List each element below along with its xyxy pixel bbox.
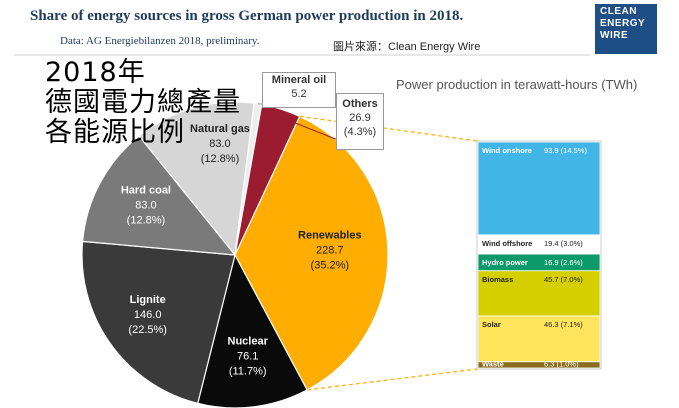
- breakdown-value-wind-offshore: 19.4 (3.0%): [544, 239, 583, 248]
- overlay-line: 德國電力總產量: [45, 87, 241, 118]
- slice-value: 26.9: [349, 112, 371, 124]
- logo-line: ENERGY: [600, 18, 646, 29]
- image-source: 圖片來源：Clean Energy Wire: [333, 41, 481, 53]
- breakdown-label-hydro-power: Hydro power: [482, 258, 528, 267]
- unit-label: Power production in terawatt-hours (TWh): [396, 77, 638, 92]
- slice-value-lignite: 146.0: [134, 309, 162, 321]
- breakdown-label-solar: Solar: [482, 320, 501, 329]
- clean-energy-wire-logo: CLEAN ENERGY WIRE: [595, 4, 657, 54]
- breakdown-label-waste: Waste: [482, 360, 504, 369]
- chart-subtitle: Data: AG Energiebilanzen 2018, prelimina…: [60, 35, 260, 47]
- overlay-caption: 2018年 德國電力總產量 各能源比例: [45, 58, 241, 148]
- slice-percent: (4.3%): [343, 126, 377, 138]
- slice-label: Others: [342, 98, 378, 110]
- slice-value: 5.2: [291, 88, 307, 100]
- overlay-line: 2018年: [45, 57, 146, 88]
- slice-percent-natural-gas: (12.8%): [201, 153, 240, 165]
- mineral-oil-callout: Mineral oil 5.2: [262, 72, 336, 108]
- breakdown-connector-bottom: [307, 368, 478, 391]
- pie-slice-hard-coal: [81, 135, 237, 256]
- pie-slice-natural-gas: [138, 101, 255, 257]
- breakdown-label-biomass: Biomass: [482, 275, 513, 284]
- slice-value-nuclear: 76.1: [237, 350, 258, 362]
- slice-percent-hard-coal: (12.8%): [127, 214, 166, 226]
- pie-slice-nuclear: [197, 253, 308, 408]
- slice-label-hard-coal: Hard coal: [121, 184, 171, 196]
- others-callout: Others 26.9 (4.3%): [336, 93, 384, 150]
- breakdown-frame: [476, 140, 602, 370]
- logo-line: CLEAN: [600, 6, 637, 17]
- breakdown-value-solar: 46.3 (7.1%): [544, 320, 583, 329]
- breakdown-value-hydro-power: 16.9 (2.6%): [544, 258, 583, 267]
- breakdown-segment-wind-onshore: [477, 141, 601, 236]
- slice-label-natural-gas: Natural gas: [190, 123, 250, 135]
- slice-label-lignite: Lignite: [130, 294, 166, 306]
- slice-label-nuclear: Nuclear: [228, 335, 269, 347]
- breakdown-segment-solar: [477, 315, 601, 363]
- breakdown-value-wind-onshore: 93.9 (14.5%): [544, 146, 587, 155]
- slice-label: Mineral oil: [271, 74, 327, 86]
- slice-value-hard-coal: 83.0: [135, 199, 156, 211]
- breakdown-connector-top: [299, 115, 478, 142]
- slice-value-natural-gas: 83.0: [209, 138, 230, 150]
- chart-title: Share of energy sources in gross German …: [30, 8, 464, 24]
- overlay-line: 各能源比例: [45, 117, 185, 148]
- slice-percent-nuclear: (11.7%): [229, 365, 267, 377]
- slice-value-renewables: 228.7: [316, 244, 344, 256]
- logo-line: WIRE: [600, 30, 629, 41]
- breakdown-label-wind-offshore: Wind offshore: [482, 239, 532, 248]
- breakdown-value-waste: 6.3 (1.0%): [544, 360, 579, 369]
- slice-percent-renewables: (35.2%): [311, 259, 350, 271]
- breakdown-value-biomass: 45.7 (7.0%): [544, 275, 583, 284]
- pie-slice-lignite: [81, 240, 236, 405]
- slice-percent-lignite: (22.5%): [128, 324, 167, 336]
- breakdown-segment-waste: [477, 361, 601, 369]
- breakdown-label-wind-onshore: Wind onshore: [482, 146, 532, 155]
- slice-label-renewables: Renewables: [298, 229, 362, 241]
- pie-slice-renewables: [234, 115, 389, 391]
